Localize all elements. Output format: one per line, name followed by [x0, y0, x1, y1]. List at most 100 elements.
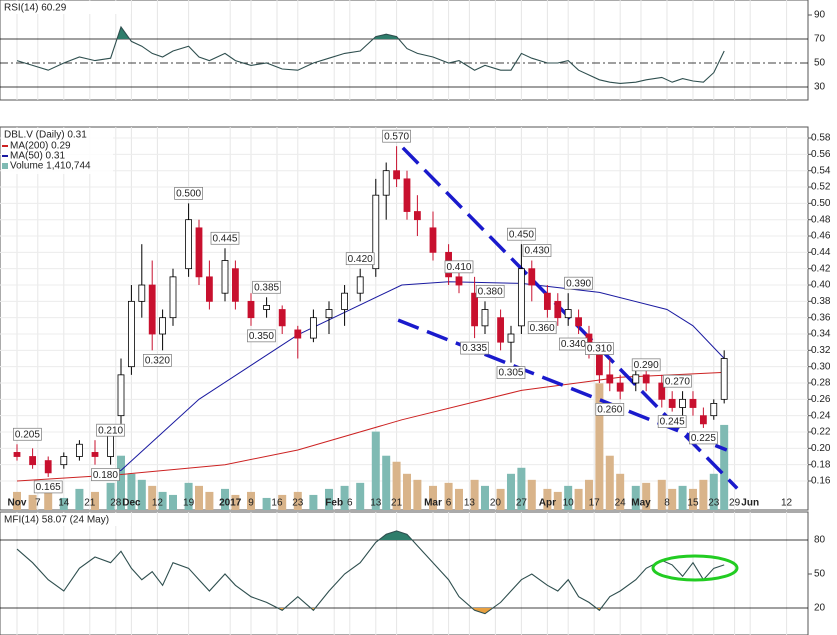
candle-body	[413, 211, 421, 221]
candle-body	[429, 227, 437, 253]
y-tick-label: 0.34	[811, 329, 831, 340]
volume-bar	[127, 473, 136, 510]
volume-bar	[413, 479, 422, 510]
volume-bar	[678, 485, 687, 510]
x-tick-label: 13	[370, 498, 382, 509]
candle-body	[481, 309, 489, 327]
volume-bar	[517, 467, 526, 510]
volume-bar	[595, 383, 604, 510]
candle-body	[221, 260, 229, 294]
candle-body	[247, 300, 255, 319]
price-annotation-box	[527, 321, 557, 335]
price-annotation-box	[252, 280, 281, 294]
candle-body	[231, 268, 239, 302]
x-tick-label: 8	[664, 498, 670, 509]
volume-bar	[116, 455, 125, 510]
price-annotation-box	[13, 427, 42, 441]
highlight-ellipse	[651, 554, 739, 582]
candle-body	[699, 415, 707, 425]
price-annotation-box	[522, 244, 552, 257]
price-annotation: 0.450	[509, 229, 534, 240]
candle-body	[497, 317, 504, 343]
volume-bar	[231, 494, 240, 510]
candle-body	[13, 452, 21, 457]
x-tick-label: 7	[35, 498, 41, 509]
candle-body	[159, 317, 166, 335]
volume-bar	[506, 473, 515, 510]
y-tick-label: 0.42	[811, 263, 831, 274]
x-tick-label: 16	[271, 498, 283, 509]
y-tick-label: 0.38	[811, 296, 831, 307]
price-annotation-box	[444, 260, 474, 274]
trendline	[401, 146, 739, 490]
volume-bar	[278, 494, 287, 510]
price-annotation: 0.385	[254, 282, 279, 293]
price-annotation-box	[689, 431, 718, 445]
legend-entry: Volume 1,410,744	[10, 161, 91, 172]
volume-bar	[356, 482, 365, 510]
volume-bar	[496, 488, 505, 510]
price-annotation-box	[143, 353, 172, 367]
volume-bar	[480, 485, 489, 510]
price-annotation: 0.320	[145, 355, 170, 366]
x-tick-label: 28	[110, 498, 122, 509]
volume-bar	[564, 485, 573, 510]
volume-bar	[709, 473, 718, 510]
price-annotation-box	[507, 227, 536, 241]
y-tick-label: 0.30	[811, 361, 831, 372]
title-bg	[1, 1, 131, 14]
volume-bar	[402, 473, 411, 510]
y-tick-label: 30	[814, 82, 826, 93]
price-annotation: 0.225	[691, 433, 716, 444]
candle-body	[507, 333, 515, 343]
candle-body	[169, 276, 177, 319]
volume-bar	[382, 455, 391, 510]
x-tick-label: 6	[347, 498, 353, 509]
y-tick-label: 90	[814, 10, 826, 21]
x-tick-label: 9	[248, 498, 254, 509]
candle-body	[403, 178, 411, 212]
candle-body	[455, 276, 463, 286]
price-annotation: 0.420	[348, 254, 373, 265]
volume-bar	[371, 431, 380, 510]
legend-swatch	[2, 163, 8, 169]
price-annotation-box	[460, 341, 489, 355]
price-annotation: 0.205	[15, 429, 40, 440]
volume-bar	[584, 479, 593, 510]
price-annotation-box	[91, 468, 120, 482]
volume-bar	[137, 479, 146, 510]
volume-bar	[220, 488, 229, 510]
price-annotation: 0.335	[462, 343, 487, 354]
candle-body	[138, 284, 146, 302]
candle-body	[372, 194, 380, 270]
x-tick-label: 15	[687, 498, 699, 509]
price-annotation: 0.290	[634, 360, 659, 371]
volume-bar	[184, 482, 193, 510]
x-tick-label: 14	[58, 498, 70, 509]
price-annotation-box	[247, 329, 276, 343]
volume-bar	[293, 491, 302, 510]
x-tick-label: 10	[563, 498, 575, 509]
volume-bar	[392, 461, 401, 510]
x-tick-label: 21	[391, 498, 403, 509]
volume-bar	[688, 488, 697, 510]
price-annotation: 0.180	[93, 470, 118, 481]
volume-bar	[205, 491, 214, 510]
x-tick-label: Feb	[325, 498, 343, 509]
x-tick-label: 2017	[219, 498, 242, 509]
volume-bar	[246, 491, 255, 510]
candle-body	[382, 170, 390, 196]
volume-bar	[574, 488, 583, 510]
candle-body	[517, 268, 525, 327]
price-annotation-box	[496, 366, 526, 379]
volume-bar	[605, 455, 614, 510]
candle-body	[616, 382, 624, 392]
y-tick-label: 0.58	[811, 133, 831, 144]
price-annotation: 0.500	[176, 188, 201, 199]
volume-bar	[91, 491, 100, 510]
candle-body	[356, 276, 364, 294]
indicator-line	[16, 530, 725, 615]
y-tick-label: 0.46	[811, 231, 831, 242]
